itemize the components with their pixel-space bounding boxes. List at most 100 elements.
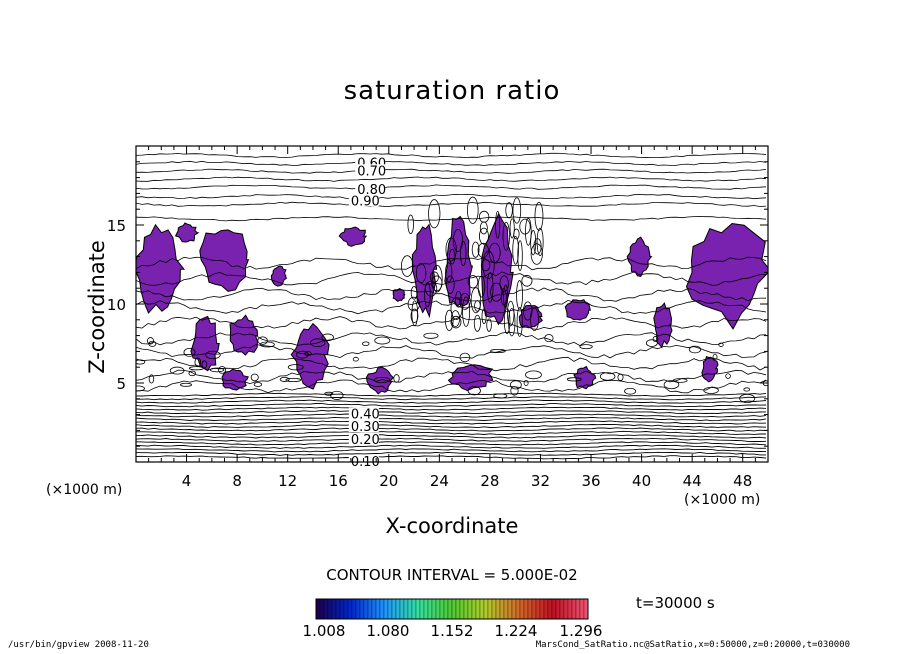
supersaturated-region-15 (447, 364, 494, 392)
colorbar-frame (315, 598, 589, 620)
contour-loop (672, 378, 688, 383)
colorbar-stripe (343, 598, 349, 620)
colorbar-stripe (387, 598, 393, 620)
x-axis-unit: (×1000 m) (684, 492, 761, 508)
colorbar-stripe (511, 598, 517, 620)
contour-loop (444, 309, 454, 332)
contour-loop (459, 352, 471, 363)
x-tick-label: 32 (531, 472, 550, 490)
contour-line (136, 287, 767, 302)
colorbar-stripe (523, 598, 529, 620)
contour-loop (467, 196, 479, 224)
contour-label-bg (348, 407, 379, 420)
contour-loop (415, 263, 427, 284)
colorbar-stripe (399, 598, 405, 620)
x-tick-label: 36 (581, 472, 600, 490)
contour-loop (486, 318, 492, 332)
colorbar-stripe (447, 598, 453, 620)
z-axis-label: Z-coordinate (85, 240, 109, 374)
x-tick-label: 28 (480, 472, 499, 490)
contour-loop (180, 382, 193, 387)
contour-loop (330, 390, 344, 400)
colorbar-stripe (439, 598, 445, 620)
contour-loop (481, 308, 487, 325)
contour-line (136, 451, 766, 456)
contour-line (136, 331, 767, 347)
contour-loop (257, 336, 268, 345)
contour-loop (566, 377, 582, 382)
colorbar-stripe (347, 598, 353, 620)
contour-loop (477, 242, 489, 258)
contour-loop (474, 300, 481, 312)
contour-line (136, 184, 767, 190)
time-label: t=30000 s (636, 594, 715, 612)
contour-loop (499, 275, 509, 293)
colorbar-stripe (367, 598, 373, 620)
contour-loop (428, 199, 441, 229)
footer-left: /usr/bin/gpview 2008-11-20 (8, 640, 149, 650)
contour-loop (362, 341, 370, 347)
colorbar-stripe (451, 598, 457, 620)
colorbar-tick-label: 1.080 (366, 622, 410, 640)
contour-label-bg (348, 432, 379, 445)
contour-loop (712, 353, 718, 360)
colorbar-stripe (531, 598, 537, 620)
x-tick-label: 8 (232, 472, 242, 490)
colorbar-stripe (427, 598, 433, 620)
contour-line (136, 413, 767, 418)
contour-line (136, 201, 767, 208)
colorbar-stripe (515, 598, 521, 620)
contour-loop (324, 391, 334, 396)
contour-loop (452, 229, 463, 252)
colorbar-stripe (363, 598, 369, 620)
contour-loop (521, 275, 533, 287)
contour-loop (147, 337, 155, 345)
contour-line (136, 416, 767, 422)
contour-loop (455, 290, 462, 308)
contour-line (136, 344, 767, 359)
colorbar-stripe (583, 598, 589, 620)
contour-loop (490, 348, 506, 354)
contour-loop (517, 240, 523, 271)
contour-loop (536, 227, 544, 256)
contour-loop (503, 308, 511, 334)
contour-loop (431, 265, 443, 293)
contour-loop (183, 347, 196, 357)
x-tick-label: 12 (278, 472, 297, 490)
x-tick-label: 44 (683, 472, 702, 490)
contour-loop (467, 386, 481, 396)
contour-loop (510, 386, 519, 396)
contour-loop (486, 272, 494, 303)
colorbar-stripe (415, 598, 421, 620)
contour-line (136, 379, 767, 394)
contour-line (136, 423, 767, 429)
contour-loop (285, 377, 302, 383)
z-tick-label: 10 (107, 296, 126, 314)
colorbar-stripe (355, 598, 361, 620)
contour-loop (530, 230, 537, 256)
colorbar-stripe (563, 598, 569, 620)
contour-loop (502, 221, 510, 251)
colorbar-stripe (483, 598, 489, 620)
supersaturated-region-4 (190, 315, 220, 372)
contour-loop (462, 296, 470, 327)
colorbar-stripe (319, 598, 325, 620)
colorbar-stripe (327, 598, 333, 620)
contour-loop (169, 366, 185, 375)
contour-loop (373, 376, 391, 384)
colorbar-stripe (383, 598, 389, 620)
contour-loop (401, 255, 414, 277)
contour-line (136, 392, 767, 397)
colorbar-stripe (579, 598, 585, 620)
contour-loop (509, 380, 522, 390)
z-tick-label: 15 (107, 217, 126, 235)
contour-loop (374, 336, 391, 345)
contour-loop (688, 345, 702, 354)
colorbar-stripe (495, 598, 501, 620)
contour-line (136, 160, 767, 166)
colorbar-stripe (543, 598, 549, 620)
contour-loop (519, 218, 531, 235)
contour-loop (279, 376, 290, 382)
colorbar-stripe (375, 598, 381, 620)
